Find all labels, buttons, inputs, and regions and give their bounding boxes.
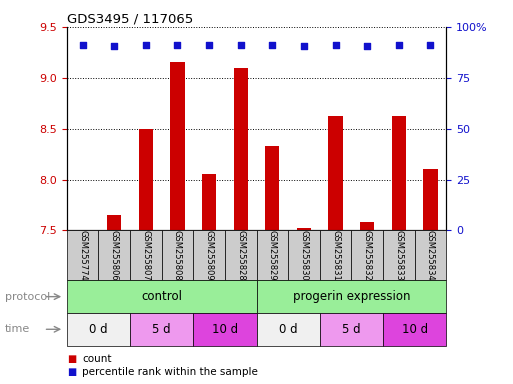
Text: time: time xyxy=(5,324,30,334)
Bar xyxy=(67,313,130,346)
Text: ■: ■ xyxy=(67,354,76,364)
Bar xyxy=(67,280,256,313)
Text: 0 d: 0 d xyxy=(279,323,298,336)
Point xyxy=(110,43,118,49)
Bar xyxy=(193,313,256,346)
Text: progerin expression: progerin expression xyxy=(292,290,410,303)
Text: GSM255774: GSM255774 xyxy=(78,230,87,281)
Text: 10 d: 10 d xyxy=(402,323,428,336)
Text: percentile rank within the sample: percentile rank within the sample xyxy=(82,367,258,377)
Point xyxy=(331,42,340,48)
Text: ■: ■ xyxy=(67,367,76,377)
Point xyxy=(78,42,87,48)
Bar xyxy=(256,280,446,313)
Text: GSM255808: GSM255808 xyxy=(173,230,182,281)
Bar xyxy=(130,230,162,280)
Bar xyxy=(265,146,280,230)
Bar xyxy=(256,313,320,346)
Text: GSM255806: GSM255806 xyxy=(110,230,119,281)
Text: GSM255832: GSM255832 xyxy=(363,230,372,281)
Bar xyxy=(130,313,193,346)
Bar xyxy=(392,116,406,230)
Point xyxy=(394,41,403,48)
Bar xyxy=(383,313,446,346)
Bar xyxy=(351,230,383,280)
Point xyxy=(236,42,245,48)
Bar xyxy=(202,174,216,230)
Text: count: count xyxy=(82,354,112,364)
Text: control: control xyxy=(141,290,182,303)
Bar xyxy=(162,230,193,280)
Text: protocol: protocol xyxy=(5,291,50,302)
Text: 5 d: 5 d xyxy=(342,323,361,336)
Text: GSM255830: GSM255830 xyxy=(300,230,308,281)
Text: GSM255828: GSM255828 xyxy=(236,230,245,281)
Bar xyxy=(107,215,121,230)
Bar xyxy=(297,228,311,230)
Point xyxy=(363,43,371,49)
Bar xyxy=(67,230,98,280)
Bar xyxy=(415,230,446,280)
Text: GSM255807: GSM255807 xyxy=(141,230,150,281)
Bar xyxy=(320,230,351,280)
Point xyxy=(426,42,435,48)
Text: GSM255834: GSM255834 xyxy=(426,230,435,281)
Bar xyxy=(328,116,343,230)
Text: GSM255829: GSM255829 xyxy=(268,230,277,281)
Point xyxy=(173,41,182,48)
Text: 10 d: 10 d xyxy=(212,323,238,336)
Bar xyxy=(423,169,438,230)
Bar xyxy=(288,230,320,280)
Bar xyxy=(360,222,374,230)
Text: 5 d: 5 d xyxy=(152,323,171,336)
Bar xyxy=(383,230,415,280)
Bar xyxy=(139,129,153,230)
Bar xyxy=(256,230,288,280)
Bar xyxy=(233,68,248,230)
Text: GDS3495 / 117065: GDS3495 / 117065 xyxy=(67,13,193,26)
Bar xyxy=(320,313,383,346)
Bar xyxy=(98,230,130,280)
Point xyxy=(268,42,277,48)
Text: 0 d: 0 d xyxy=(89,323,108,336)
Point xyxy=(300,43,308,49)
Text: GSM255809: GSM255809 xyxy=(205,230,213,281)
Bar xyxy=(170,63,185,230)
Text: GSM255831: GSM255831 xyxy=(331,230,340,281)
Text: GSM255833: GSM255833 xyxy=(394,230,403,281)
Bar xyxy=(193,230,225,280)
Point xyxy=(205,42,213,48)
Bar xyxy=(225,230,256,280)
Point xyxy=(142,42,150,48)
